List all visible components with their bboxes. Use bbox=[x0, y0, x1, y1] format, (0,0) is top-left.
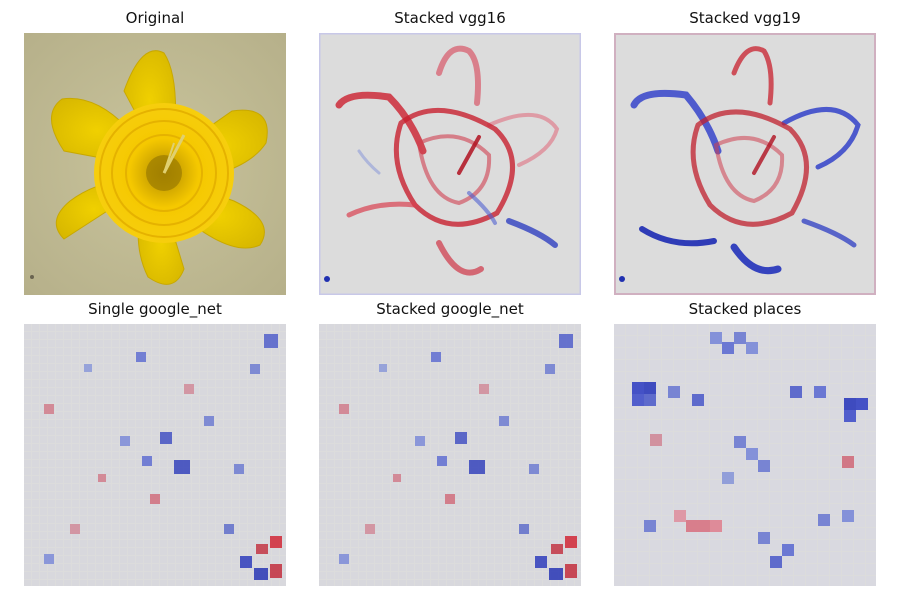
panel-title: Single google_net bbox=[24, 300, 286, 318]
saliency-map-stacked-places bbox=[614, 324, 876, 586]
panel-title: Stacked google_net bbox=[319, 300, 581, 318]
saliency-map-single-google-net bbox=[24, 324, 286, 586]
panel-title: Original bbox=[24, 9, 286, 27]
original-flower-image bbox=[24, 33, 286, 295]
saliency-map-stacked-google-net bbox=[319, 324, 581, 586]
panel-title: Stacked vgg16 bbox=[319, 9, 581, 27]
saliency-map-vgg16 bbox=[319, 33, 581, 295]
saliency-map-vgg19 bbox=[614, 33, 876, 295]
panel-title: Stacked vgg19 bbox=[614, 9, 876, 27]
panel-title: Stacked places bbox=[614, 300, 876, 318]
